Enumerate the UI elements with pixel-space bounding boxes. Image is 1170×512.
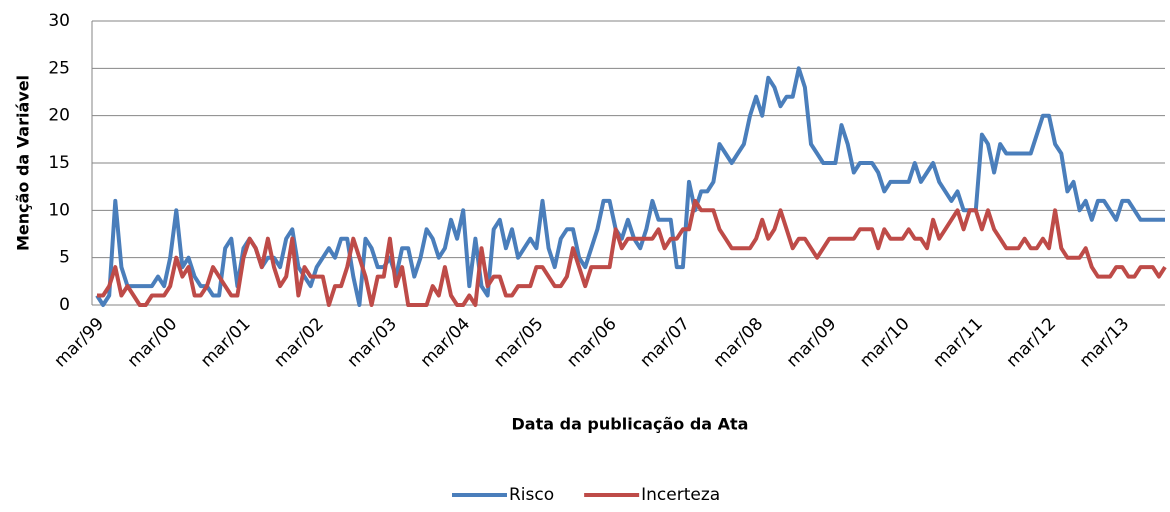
x-tick-label: mar/07	[636, 314, 694, 372]
x-tick-label: mar/10	[856, 314, 914, 372]
x-tick-label: mar/03	[344, 314, 402, 372]
y-tick-label: 25	[48, 58, 70, 78]
y-tick-label: 0	[59, 295, 70, 315]
y-axis-title: Menção da Variável	[14, 75, 33, 251]
y-tick-label: 5	[59, 248, 70, 268]
y-tick-label: 20	[48, 106, 70, 126]
y-tick-label: 15	[48, 153, 70, 173]
x-tick-label: mar/06	[563, 314, 621, 372]
x-tick-label: mar/08	[710, 314, 768, 372]
x-tick-label: mar/12	[1003, 314, 1061, 372]
x-tick-label: mar/99	[51, 314, 109, 372]
series-line	[95, 66, 1165, 307]
series-line	[97, 198, 1167, 307]
x-tick-label: mar/05	[490, 314, 548, 372]
x-tick-label: mar/11	[929, 314, 987, 372]
x-tick-label: mar/04	[417, 314, 475, 372]
x-tick-label: mar/00	[124, 314, 182, 372]
x-axis-title: Data da publicação da Ata	[512, 415, 749, 434]
y-tick-label: 10	[48, 200, 70, 220]
x-tick-label: mar/02	[270, 314, 328, 372]
x-tick-label: mar/09	[783, 314, 841, 372]
legend-label: Incerteza	[641, 485, 720, 505]
x-tick-label: mar/13	[1076, 314, 1134, 372]
x-tick-label: mar/01	[197, 314, 255, 372]
y-tick-label: 30	[48, 11, 70, 31]
legend-label: Risco	[509, 485, 554, 505]
